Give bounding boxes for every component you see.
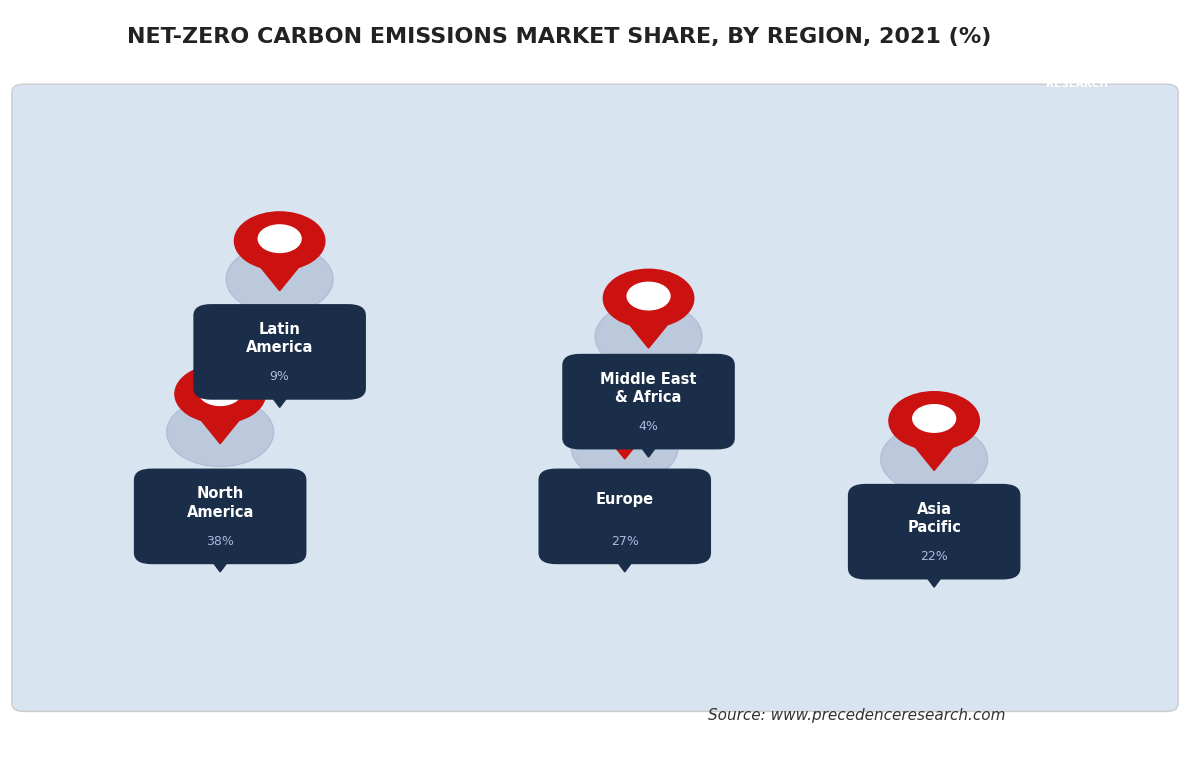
Polygon shape (634, 438, 663, 457)
Text: North: North (196, 487, 244, 501)
Polygon shape (904, 434, 964, 470)
Polygon shape (619, 311, 678, 348)
Circle shape (580, 380, 670, 438)
Text: RESEARCH: RESEARCH (1046, 79, 1108, 90)
Circle shape (889, 392, 979, 450)
Circle shape (881, 425, 988, 493)
FancyBboxPatch shape (539, 468, 712, 565)
Polygon shape (595, 422, 654, 459)
Text: 9%: 9% (270, 370, 289, 383)
Circle shape (913, 405, 956, 432)
Circle shape (571, 413, 678, 482)
Text: 38%: 38% (206, 535, 234, 548)
FancyBboxPatch shape (847, 484, 1021, 580)
Polygon shape (250, 254, 309, 291)
Text: Latin: Latin (258, 322, 301, 337)
Polygon shape (190, 407, 250, 444)
Text: 4%: 4% (639, 420, 658, 433)
FancyBboxPatch shape (193, 304, 367, 400)
Text: 22%: 22% (920, 550, 948, 563)
Text: Europe: Europe (596, 492, 653, 506)
Circle shape (595, 302, 702, 371)
Circle shape (226, 245, 333, 314)
Circle shape (199, 378, 242, 405)
FancyBboxPatch shape (133, 468, 307, 565)
Text: America: America (246, 340, 313, 355)
Circle shape (603, 269, 694, 327)
Polygon shape (265, 389, 294, 407)
Polygon shape (920, 568, 948, 588)
Text: Pacific: Pacific (907, 520, 962, 535)
Polygon shape (206, 553, 234, 572)
Text: NET-ZERO CARBON EMISSIONS MARKET SHARE, BY REGION, 2021 (%): NET-ZERO CARBON EMISSIONS MARKET SHARE, … (127, 27, 991, 47)
FancyBboxPatch shape (12, 84, 1178, 711)
Circle shape (234, 212, 325, 270)
Text: 27%: 27% (610, 535, 639, 548)
FancyBboxPatch shape (563, 353, 735, 450)
Text: PRECEDENCE: PRECEDENCE (1039, 50, 1115, 61)
Polygon shape (610, 553, 639, 572)
Circle shape (258, 225, 301, 252)
Circle shape (603, 393, 646, 421)
Text: Source: www.precedenceresearch.com: Source: www.precedenceresearch.com (708, 708, 1006, 723)
Circle shape (627, 282, 670, 310)
Text: Middle East: Middle East (600, 372, 697, 386)
Text: & Africa: & Africa (615, 390, 682, 405)
Circle shape (167, 398, 274, 467)
Text: Asia: Asia (916, 502, 952, 516)
Circle shape (175, 365, 265, 423)
Text: America: America (187, 505, 253, 519)
